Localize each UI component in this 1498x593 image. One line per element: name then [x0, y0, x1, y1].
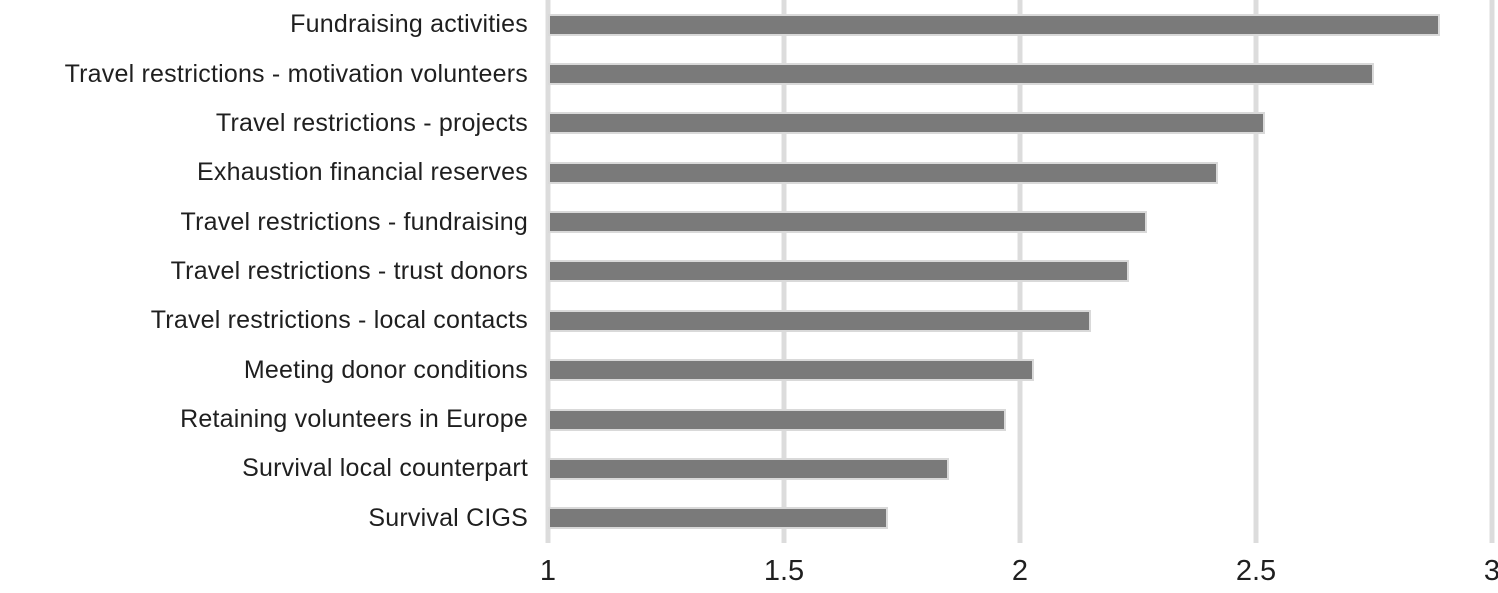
category-label: Travel restrictions - fundraising: [180, 207, 528, 236]
plot-area: [545, 0, 1495, 543]
bar: [548, 359, 1035, 382]
category-label: Survival CIGS: [368, 503, 528, 532]
bar-row: [548, 296, 1492, 345]
gridline: [1489, 0, 1495, 543]
category-label: Travel restrictions - local contacts: [150, 306, 528, 335]
bar: [548, 161, 1219, 184]
bar-row: [548, 99, 1492, 148]
category-label: Fundraising activities: [290, 10, 528, 39]
bar: [548, 211, 1148, 234]
bar: [548, 408, 1006, 431]
bar: [548, 457, 950, 480]
category-label: Meeting donor conditions: [243, 355, 528, 384]
x-tick-label: 1: [539, 555, 557, 587]
bar-row: [548, 247, 1492, 296]
bar-row: [548, 197, 1492, 246]
bar-row: [548, 49, 1492, 98]
bar: [548, 63, 1374, 86]
category-label: Travel restrictions - projects: [215, 108, 528, 137]
category-label: Survival local counterpart: [242, 454, 528, 483]
bar-row: [548, 494, 1492, 543]
category-label: Travel restrictions - trust donors: [170, 256, 528, 285]
x-tick-label: 2: [1011, 555, 1029, 587]
x-tick-label: 2.5: [1235, 555, 1277, 587]
bar: [548, 13, 1441, 36]
category-label: Exhaustion financial reserves: [197, 158, 528, 187]
bar: [548, 309, 1091, 332]
gridline: [1253, 0, 1259, 543]
bar-row: [548, 395, 1492, 444]
bar: [548, 260, 1129, 283]
bar-row: [548, 148, 1492, 197]
bar-row: [548, 0, 1492, 49]
category-label: Retaining volunteers in Europe: [180, 405, 528, 434]
bar-series: [548, 0, 1492, 543]
chart-main: Fundraising activities Travel restriction…: [0, 0, 1495, 543]
x-tick-label: 1.5: [763, 555, 805, 587]
value-axis: 1 1.5 2 2.5 3: [540, 543, 1498, 593]
bar: [548, 112, 1266, 135]
bar-row: [548, 346, 1492, 395]
category-label: Travel restrictions - motivation volunte…: [64, 59, 528, 88]
x-tick-label: 3: [1483, 555, 1498, 587]
bar: [548, 507, 888, 530]
bar-row: [548, 444, 1492, 493]
category-axis: Fundraising activities Travel restriction…: [0, 0, 548, 543]
